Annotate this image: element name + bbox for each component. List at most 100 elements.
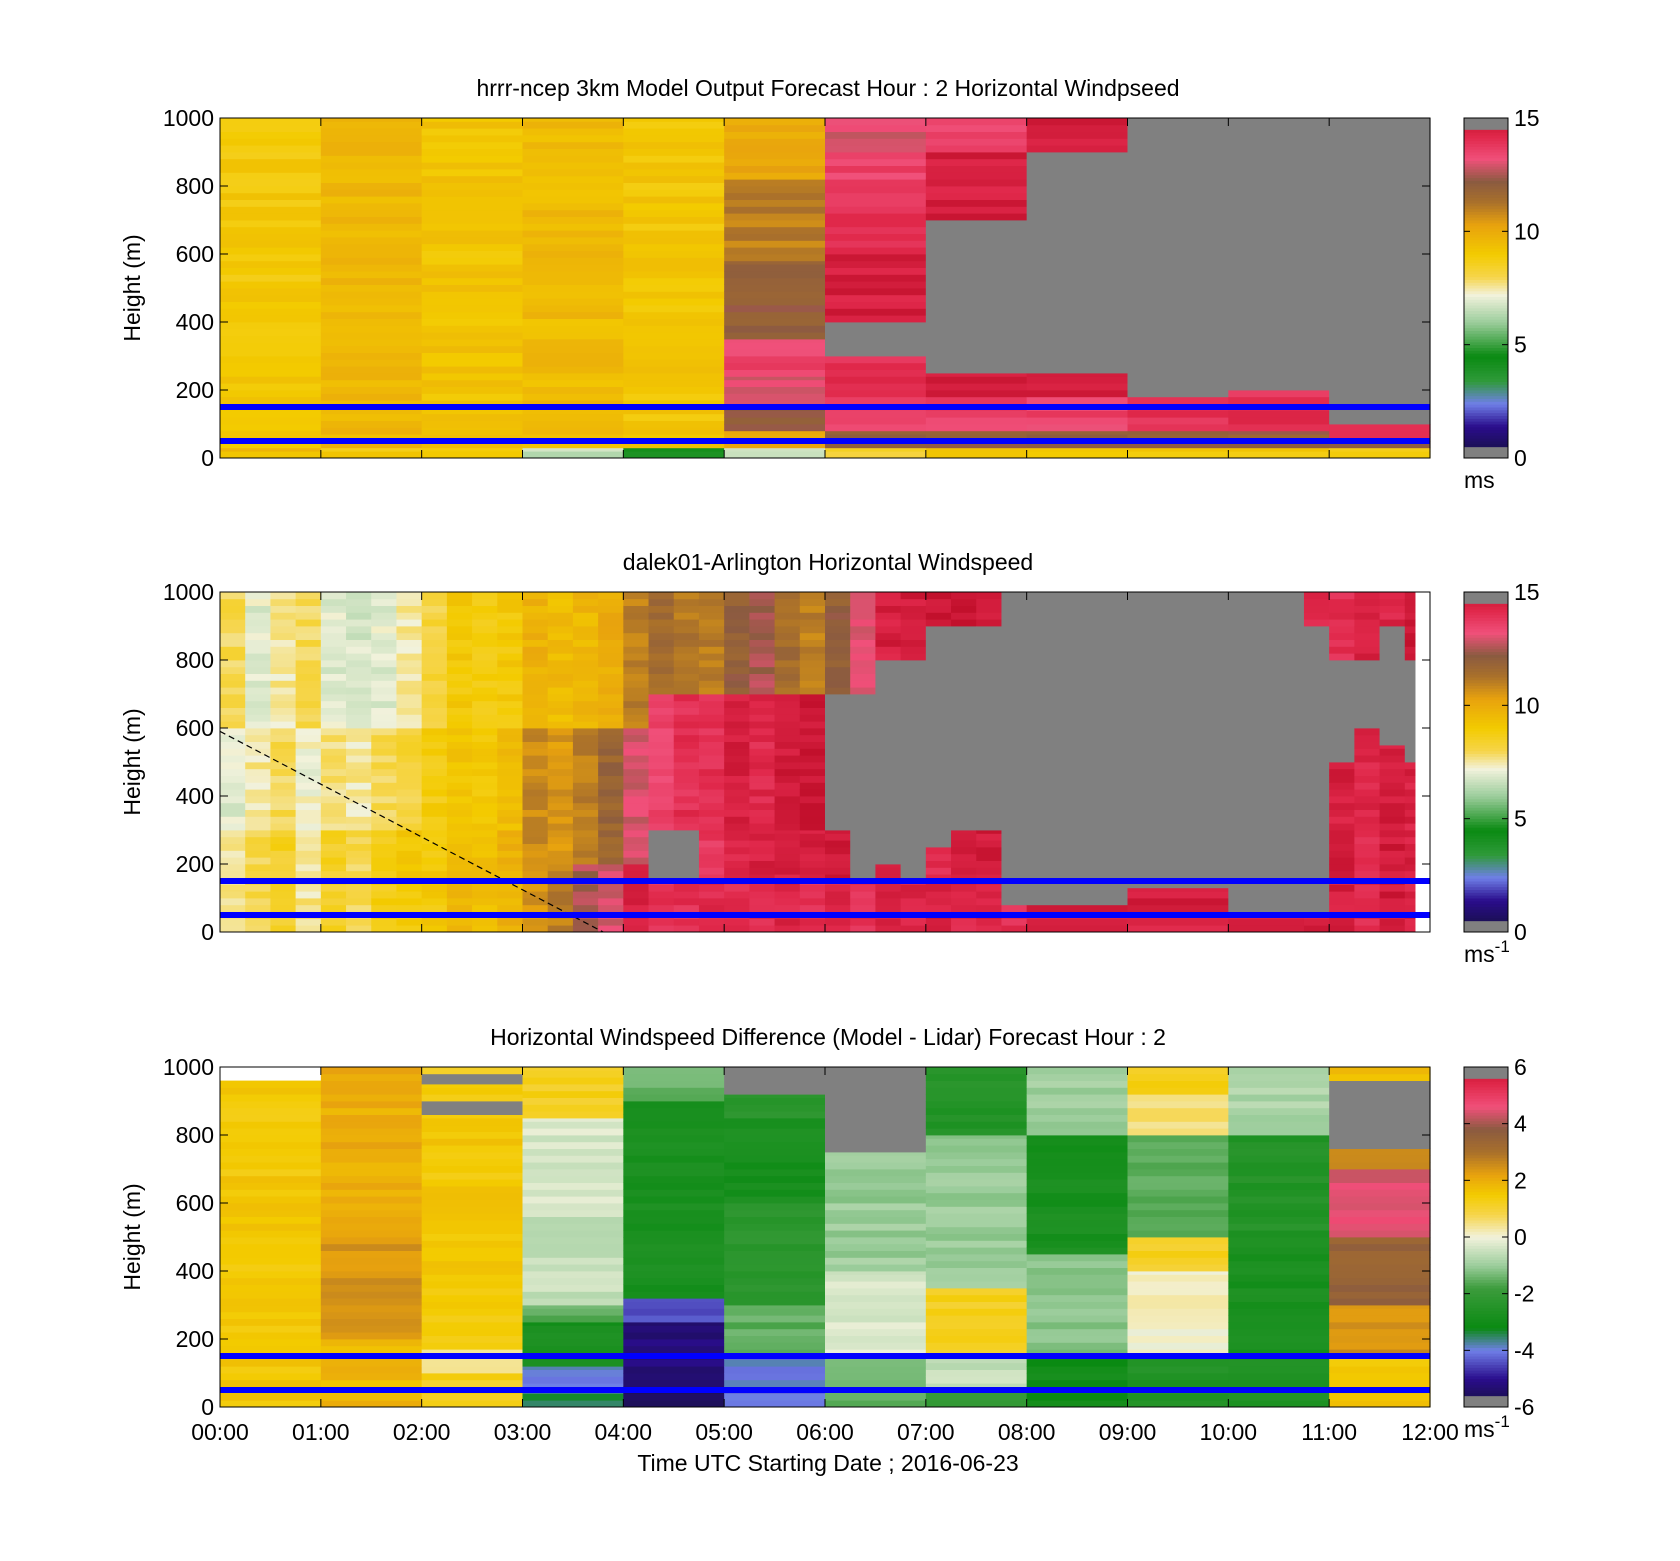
colorbar-segment bbox=[1464, 1324, 1508, 1329]
heatmap-cell bbox=[1329, 1189, 1431, 1197]
heatmap-cell bbox=[320, 653, 347, 661]
heatmap-cell bbox=[1127, 904, 1229, 912]
colorbar-segment bbox=[1464, 640, 1508, 644]
heatmap-cell bbox=[799, 816, 826, 824]
heatmap-cell bbox=[925, 410, 1028, 418]
heatmap-cell bbox=[724, 264, 826, 272]
colorbar-segment bbox=[1464, 378, 1508, 382]
heatmap-cell bbox=[749, 700, 776, 708]
heatmap-cell bbox=[421, 447, 524, 452]
colorbar-segment bbox=[1464, 1140, 1508, 1144]
heatmap-cell bbox=[698, 700, 725, 708]
heatmap-cell bbox=[320, 407, 423, 415]
colorbar-segment bbox=[1464, 265, 1508, 269]
heatmap-cell bbox=[1026, 1213, 1129, 1221]
heatmap-cell bbox=[623, 1393, 725, 1401]
heatmap-cell bbox=[522, 1243, 624, 1251]
heatmap-cell bbox=[1026, 1135, 1129, 1139]
heatmap-cell bbox=[925, 1107, 1028, 1115]
heatmap-cell bbox=[421, 700, 448, 708]
colorbar-segment bbox=[1464, 818, 1508, 822]
heatmap-cell bbox=[825, 1400, 927, 1408]
heatmap-cell bbox=[673, 680, 700, 688]
colorbar-segment bbox=[1464, 1072, 1508, 1076]
heatmap-cell bbox=[1228, 1254, 1330, 1262]
heatmap-cell bbox=[572, 809, 599, 817]
heatmap-cell bbox=[220, 1277, 322, 1285]
heatmap-cell bbox=[320, 1162, 423, 1170]
heatmap-cell bbox=[295, 700, 322, 708]
heatmap-cell bbox=[522, 782, 549, 790]
heatmap-cell bbox=[825, 1359, 927, 1367]
heatmap-cell bbox=[774, 721, 801, 729]
heatmap-cell bbox=[522, 639, 549, 647]
heatmap-cell bbox=[724, 1175, 826, 1183]
heatmap-cell bbox=[825, 254, 927, 262]
heatmap-cell bbox=[825, 1393, 927, 1401]
heatmap-cell bbox=[320, 277, 423, 285]
heatmap-cell bbox=[472, 816, 498, 824]
heatmap-cell bbox=[547, 816, 574, 824]
heatmap-cell bbox=[925, 383, 1028, 391]
heatmap-cell bbox=[1127, 1087, 1229, 1095]
heatmap-cell bbox=[976, 867, 1003, 875]
heatmap-cell bbox=[673, 789, 700, 797]
heatmap-cell bbox=[623, 250, 725, 258]
heatmap-cell bbox=[976, 833, 1003, 841]
heatmap-cell bbox=[976, 830, 1003, 834]
colorbar-segment bbox=[1464, 276, 1508, 280]
heatmap-cell bbox=[673, 626, 700, 634]
heatmap-cell bbox=[320, 830, 347, 838]
heatmap-cell bbox=[1127, 1114, 1229, 1122]
heatmap-cell bbox=[673, 768, 700, 776]
heatmap-cell bbox=[799, 789, 826, 797]
heatmap-cell bbox=[724, 762, 750, 770]
heatmap-cell bbox=[598, 830, 624, 838]
heatmap-cell bbox=[572, 598, 599, 606]
heatmap-cell bbox=[270, 680, 297, 688]
colorbar-segment bbox=[1464, 299, 1508, 303]
heatmap-cell bbox=[346, 660, 372, 668]
heatmap-cell bbox=[522, 680, 549, 688]
heatmap-cell bbox=[673, 891, 700, 899]
heatmap-cell bbox=[547, 714, 574, 722]
y-tick-label: 400 bbox=[176, 1258, 214, 1284]
heatmap-cell bbox=[925, 1158, 1028, 1166]
heatmap-cell bbox=[1026, 1247, 1129, 1255]
heatmap-cell bbox=[295, 782, 322, 790]
heatmap-cell bbox=[396, 619, 423, 627]
heatmap-cell bbox=[623, 332, 725, 340]
heatmap-cell bbox=[850, 660, 877, 668]
chart-title: dalek01-Arlington Horizontal Windspeed bbox=[623, 549, 1033, 575]
heatmap-cell bbox=[648, 680, 675, 688]
heatmap-cell bbox=[245, 857, 272, 865]
heatmap-cell bbox=[1228, 396, 1330, 404]
heatmap-cell bbox=[547, 598, 574, 606]
heatmap-cell bbox=[396, 809, 423, 817]
heatmap-cell bbox=[446, 598, 473, 606]
heatmap-cell bbox=[724, 680, 750, 688]
heatmap-cell bbox=[1228, 1359, 1330, 1367]
heatmap-cell bbox=[421, 598, 448, 606]
heatmap-cell bbox=[925, 199, 1028, 207]
colorbar-segment bbox=[1464, 1123, 1508, 1127]
colorbar-segment bbox=[1464, 617, 1508, 621]
colorbar-segment bbox=[1464, 149, 1508, 153]
heatmap-cell bbox=[295, 687, 322, 695]
heatmap-cell bbox=[497, 836, 524, 844]
heatmap-cell bbox=[446, 918, 473, 926]
heatmap-cell bbox=[421, 339, 524, 347]
heatmap-cell bbox=[825, 1264, 927, 1272]
colorbar-tick-label: 10 bbox=[1514, 218, 1540, 244]
colorbar-segment bbox=[1464, 1208, 1508, 1212]
heatmap-cell bbox=[421, 1366, 524, 1374]
heatmap-cell bbox=[371, 598, 398, 606]
y-tick-label: 400 bbox=[176, 309, 214, 335]
heatmap-cell bbox=[245, 687, 272, 695]
colorbar-tick-label: 15 bbox=[1514, 105, 1540, 131]
heatmap-cell bbox=[1354, 612, 1381, 620]
heatmap-cell bbox=[346, 714, 372, 722]
heatmap-cell bbox=[472, 762, 498, 770]
colorbar-segment bbox=[1464, 183, 1508, 187]
heatmap-cell bbox=[371, 802, 398, 810]
